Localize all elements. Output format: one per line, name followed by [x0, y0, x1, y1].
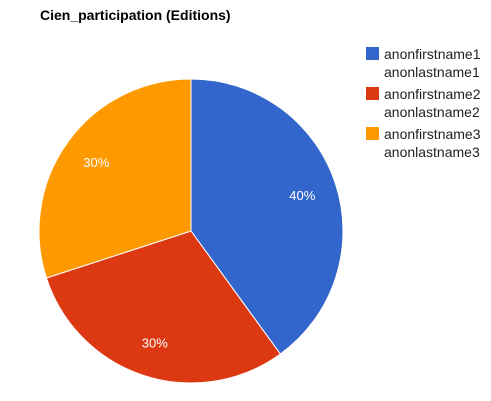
slice-percent-label: 30%: [142, 335, 168, 350]
legend-label-first: anonfirstname3: [384, 126, 481, 142]
legend-label-last: anonlastname1: [384, 64, 480, 80]
legend-swatch: [366, 127, 379, 140]
legend-label-last: anonlastname2: [384, 104, 480, 120]
legend-label-last: anonlastname3: [384, 144, 480, 160]
legend-swatch: [366, 47, 379, 60]
legend-label-first: anonfirstname2: [384, 86, 481, 102]
slice-percent-label: 40%: [289, 188, 315, 203]
legend-item[interactable]: anonfirstname3 anonlastname3: [366, 125, 481, 165]
legend-item[interactable]: anonfirstname2 anonlastname2: [366, 85, 481, 125]
chart-title: Cien_participation (Editions): [40, 7, 231, 23]
slice-percent-label: 30%: [83, 155, 109, 170]
pie-slice[interactable]: [38, 78, 192, 279]
pie-slice[interactable]: [190, 78, 344, 355]
legend-swatch: [366, 87, 379, 100]
legend-item[interactable]: anonfirstname1 anonlastname1: [366, 45, 481, 85]
pie-slice[interactable]: [45, 230, 282, 384]
legend-label-first: anonfirstname1: [384, 46, 481, 62]
legend: anonfirstname1 anonlastname1 anonfirstna…: [366, 45, 481, 165]
